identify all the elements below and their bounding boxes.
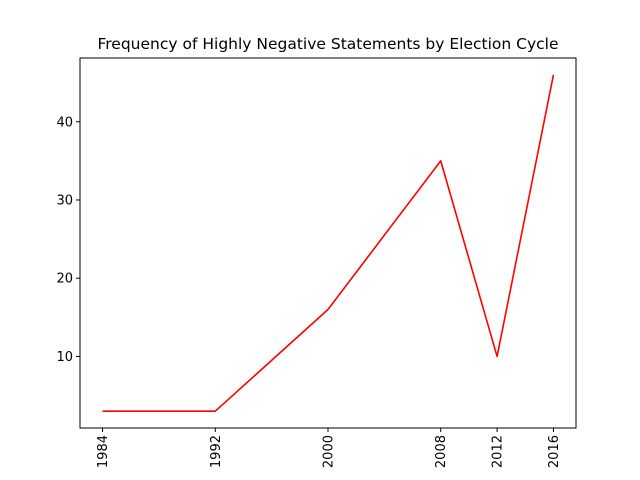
x-tick-label: 1984 [96,435,111,468]
x-tick-label: 1992 [209,435,224,468]
series-layer [102,74,555,412]
x-tick-label: 2012 [491,435,506,468]
series-line [102,74,555,412]
x-tick-label: 2016 [547,435,562,468]
y-tick-label: 20 [56,272,73,287]
x-tick-label: 2000 [322,435,337,468]
chart-title: Frequency of Highly Negative Statements … [97,35,558,53]
axis-ticks: 1984 1992 2000 2008 2012 2016 10 20 30 40 [56,115,562,468]
y-tick-label: 30 [56,193,73,208]
plot-frame [79,57,577,429]
x-tick-label: 2008 [434,435,449,468]
y-tick-label: 40 [56,115,73,130]
y-tick-label: 10 [56,350,73,365]
